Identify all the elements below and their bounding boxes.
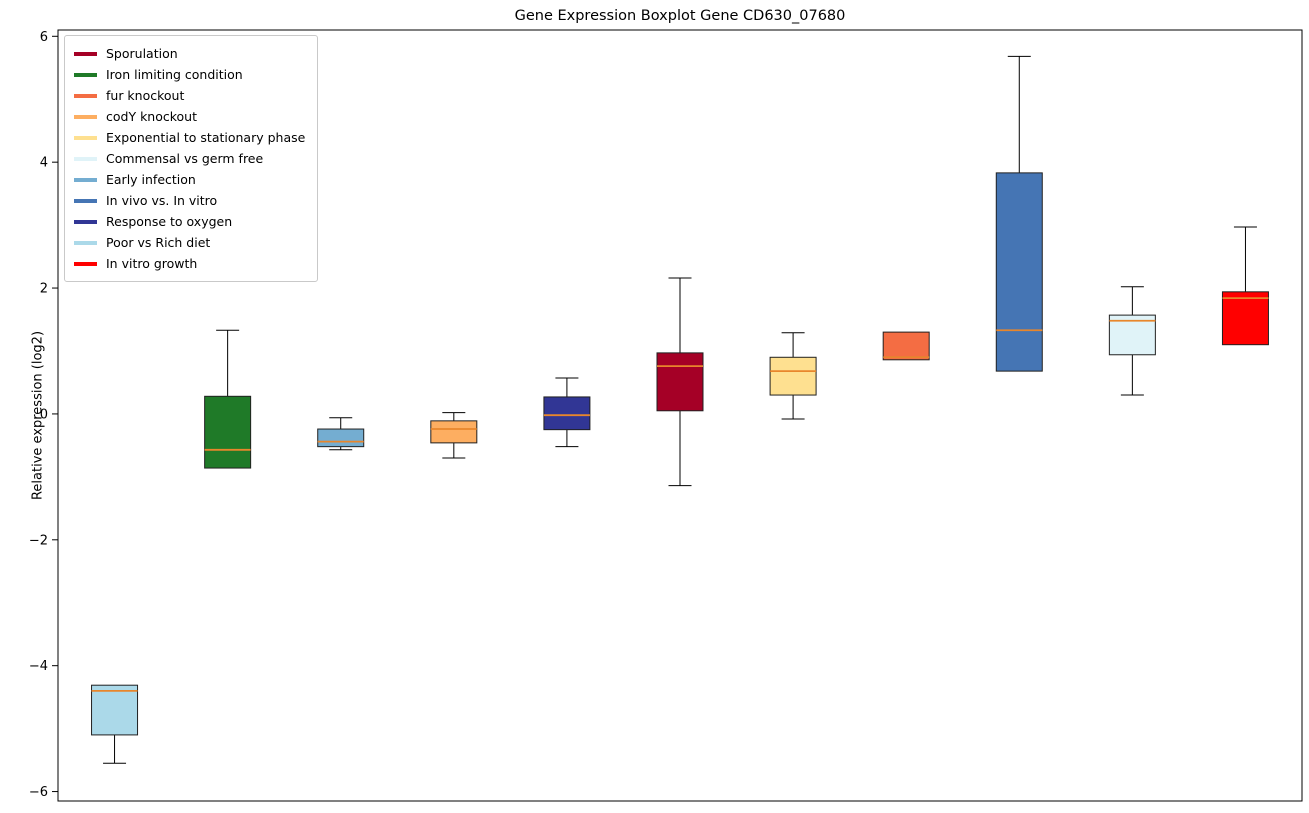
box <box>656 352 704 412</box>
legend-label: Commensal vs germ free <box>106 151 264 166</box>
legend-item: Early infection <box>74 169 305 190</box>
legend-label: In vivo vs. In vitro <box>106 193 218 208</box>
y-axis-label: Relative expression (log2) <box>30 330 46 501</box>
legend-item: In vitro growth <box>74 253 305 274</box>
box <box>1221 291 1269 346</box>
legend-color-swatch <box>74 93 97 98</box>
legend-color-swatch <box>74 261 97 266</box>
legend-color-swatch <box>74 135 97 140</box>
axes-frame <box>57 29 1303 802</box>
chart-title: Gene Expression Boxplot Gene CD630_07680 <box>514 8 846 24</box>
boxplot-in-vivo-vs-in-vitro <box>995 55 1043 372</box>
legend-item: Commensal vs germ free <box>74 148 305 169</box>
legend-item: In vivo vs. In vitro <box>74 190 305 211</box>
legend-label: Poor vs Rich diet <box>106 235 211 250</box>
legend-label: In vitro growth <box>106 256 198 271</box>
box <box>1108 314 1156 356</box>
box <box>430 420 478 444</box>
legend-item: codY knockout <box>74 106 305 127</box>
y-tick-label: −4 <box>29 659 48 674</box>
boxplot-exponential-to-stationary-phase <box>769 332 817 420</box>
box <box>543 396 591 431</box>
legend-color-swatch <box>74 51 97 56</box>
legend-label: Early infection <box>106 172 196 187</box>
legend-label: Exponential to stationary phase <box>106 130 306 145</box>
boxplot-response-to-oxygen <box>543 377 591 448</box>
legend-item: fur knockout <box>74 85 305 106</box>
legend-color-swatch <box>74 72 97 77</box>
boxplot-cody-knockout <box>430 412 478 459</box>
y-tick-label: 6 <box>40 30 48 45</box>
box <box>204 395 252 469</box>
legend-label: Sporulation <box>106 46 178 61</box>
boxplot-poor-vs-rich-diet <box>91 684 139 764</box>
boxplot-early-infection <box>317 417 365 451</box>
box <box>769 356 817 396</box>
legend-item: Response to oxygen <box>74 211 305 232</box>
legend-item: Exponential to stationary phase <box>74 127 305 148</box>
legend-color-swatch <box>74 219 97 224</box>
boxplot-sporulation <box>656 277 704 487</box>
y-tick-label: 0 <box>40 407 48 422</box>
legend-color-swatch <box>74 156 97 161</box>
box <box>317 428 365 448</box>
legend-label: Response to oxygen <box>106 214 233 229</box>
legend-label: codY knockout <box>106 109 198 124</box>
legend-item: Iron limiting condition <box>74 64 305 85</box>
y-tick-label: −6 <box>29 785 48 800</box>
y-tick-label: 4 <box>40 156 48 171</box>
legend-items: Sporulation Iron limiting condition fur kn… <box>74 43 305 274</box>
boxplot-iron-limiting-condition <box>204 329 252 469</box>
legend: Sporulation Iron limiting condition fur kn… <box>64 35 319 282</box>
legend-color-swatch <box>74 177 97 182</box>
box <box>882 331 930 361</box>
boxplot-fur-knockout <box>882 331 930 361</box>
legend-item: Poor vs Rich diet <box>74 232 305 253</box>
boxplot-commensal-vs-germ-free <box>1108 286 1156 396</box>
box <box>91 684 139 736</box>
boxplot-in-vitro-growth <box>1221 226 1269 346</box>
legend-color-swatch <box>74 114 97 119</box>
legend-label: fur knockout <box>106 88 185 103</box>
y-tick-label: 2 <box>40 282 48 297</box>
legend-color-swatch <box>74 240 97 245</box>
box <box>995 172 1043 372</box>
y-tick-label: −2 <box>29 533 48 548</box>
legend-item: Sporulation <box>74 43 305 64</box>
legend-label: Iron limiting condition <box>106 67 243 82</box>
legend-color-swatch <box>74 198 97 203</box>
